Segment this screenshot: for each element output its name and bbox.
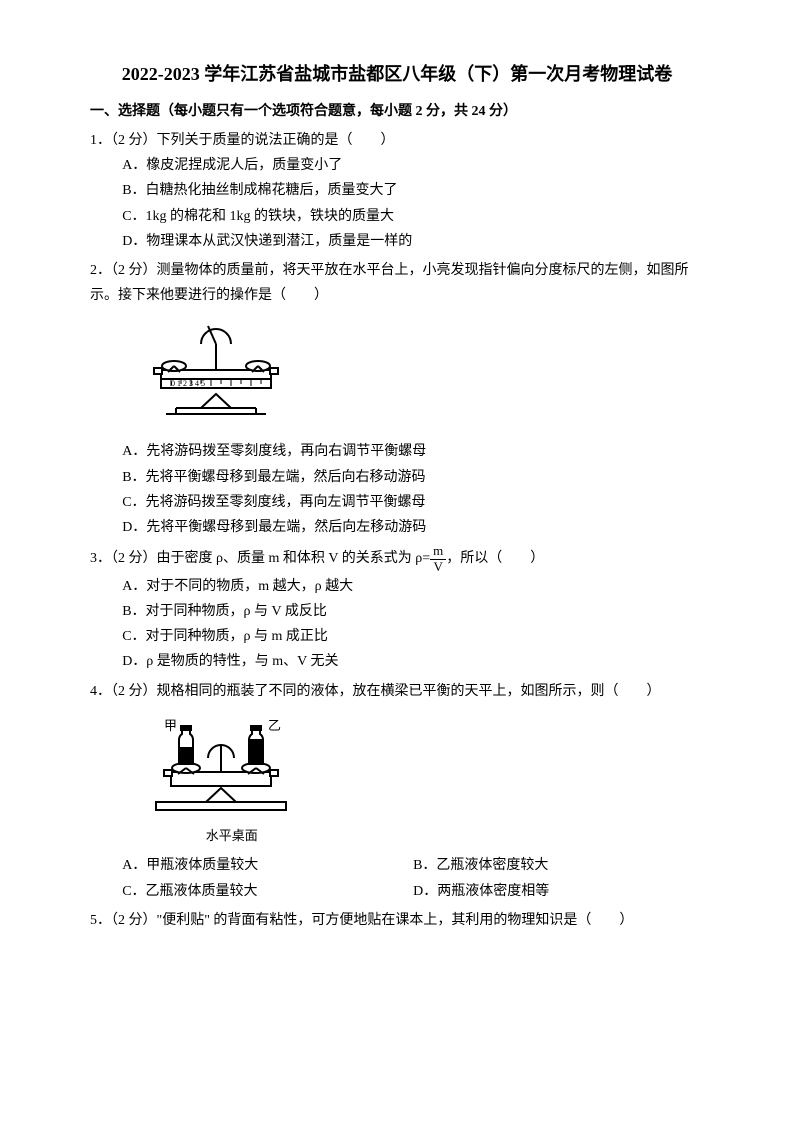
q2-figure: 0 1 2 3 4 5 [146,314,704,433]
q2-opt-c: C．先将游码拨至零刻度线，再向左调节平衡螺母 [122,490,704,515]
q4-opt-d: D．两瓶液体密度相等 [413,879,704,904]
q3-stem: 3．（2 分）由于密度 ρ、质量 m 和体积 V 的关系式为 ρ=mV，所以（ … [90,544,704,574]
fraction-icon: mV [430,544,446,574]
q3-opt-a: A．对于不同的物质，m 越大，ρ 越大 [122,574,704,599]
q2-opt-d: D．先将平衡螺母移到最左端，然后向左移动游码 [122,515,704,540]
question-5: 5．（2 分）"便利贴" 的背面有粘性，可方便地贴在课本上，其利用的物理知识是（… [90,908,704,933]
q4-opt-b: B．乙瓶液体密度较大 [413,853,704,878]
q1-opt-c: C．1kg 的棉花和 1kg 的铁块，铁块的质量大 [122,204,704,229]
frac-den: V [430,560,446,574]
question-1: 1．（2 分）下列关于质量的说法正确的是（ ） A．橡皮泥捏成泥人后，质量变小了… [90,128,704,254]
balance-bottles-icon: 甲 乙 [146,710,296,815]
q3-opt-d: D．ρ 是物质的特性，与 m、V 无关 [122,649,704,674]
bottle-label-right: 乙 [268,718,281,733]
q4-stem: 4．（2 分）规格相同的瓶装了不同的液体，放在横梁已平衡的天平上，如图所示，则（… [90,679,704,704]
q1-opt-a: A．橡皮泥捏成泥人后，质量变小了 [122,153,704,178]
q3-stem-part-a: 3．（2 分）由于密度 ρ、质量 m 和体积 V 的关系式为 ρ= [90,551,430,566]
question-3: 3．（2 分）由于密度 ρ、质量 m 和体积 V 的关系式为 ρ=mV，所以（ … [90,544,704,674]
q3-stem-part-b: ，所以（ ） [446,551,544,566]
q1-stem: 1．（2 分）下列关于质量的说法正确的是（ ） [90,128,704,153]
q4-opt-c: C．乙瓶液体质量较大 [122,879,413,904]
question-2: 2．（2 分）测量物体的质量前，将天平放在水平台上，小亮发现指针偏向分度标尺的左… [90,258,704,540]
q4-opt-a: A．甲瓶液体质量较大 [122,853,413,878]
frac-num: m [430,544,446,559]
q1-opt-d: D．物理课本从武汉快递到潜江，质量是一样的 [122,229,704,254]
balance-scale-icon: 0 1 2 3 4 5 [146,314,286,424]
q2-stem: 2．（2 分）测量物体的质量前，将天平放在水平台上，小亮发现指针偏向分度标尺的左… [90,258,704,308]
q1-opt-b: B．白糖热化抽丝制成棉花糖后，质量变大了 [122,178,704,203]
page-title: 2022-2023 学年江苏省盐城市盐都区八年级（下）第一次月考物理试卷 [90,60,704,89]
q5-stem: 5．（2 分）"便利贴" 的背面有粘性，可方便地贴在课本上，其利用的物理知识是（… [90,908,704,933]
q2-opt-a: A．先将游码拨至零刻度线，再向右调节平衡螺母 [122,439,704,464]
bottle-label-left: 甲 [164,718,177,733]
scale-labels: 0 1 2 3 4 5 [171,379,205,388]
q2-opt-b: B．先将平衡螺母移到最左端，然后向右移动游码 [122,465,704,490]
section-heading: 一、选择题（每小题只有一个选项符合题意，每小题 2 分，共 24 分） [90,99,704,124]
q3-opt-b: B．对于同种物质，ρ 与 V 成反比 [122,599,704,624]
question-4: 4．（2 分）规格相同的瓶装了不同的液体，放在横梁已平衡的天平上，如图所示，则（… [90,679,704,904]
q4-caption: 水平桌面 [206,824,704,847]
q4-figure: 甲 乙 水平桌面 [146,710,704,848]
q3-opt-c: C．对于同种物质，ρ 与 m 成正比 [122,624,704,649]
